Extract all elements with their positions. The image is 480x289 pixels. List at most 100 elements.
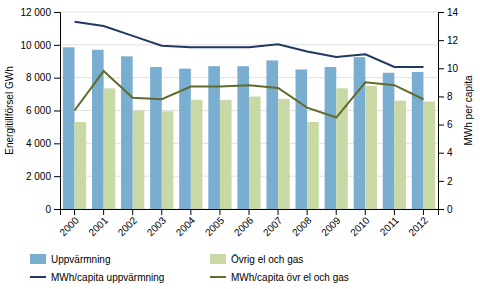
tick-label: 12 bbox=[447, 35, 459, 46]
tick-label: 2004 bbox=[174, 214, 198, 238]
bar bbox=[383, 73, 395, 209]
tick-label: 2005 bbox=[203, 214, 227, 238]
bar bbox=[266, 60, 278, 209]
tick-label: 6 bbox=[447, 119, 453, 130]
legend-label: Uppvärmning bbox=[51, 254, 110, 265]
tick-label: 8 000 bbox=[26, 72, 51, 83]
legend-item: Uppvärmning bbox=[30, 254, 110, 265]
tick: 2000 bbox=[57, 209, 81, 238]
tick-label: 12 000 bbox=[20, 7, 51, 18]
tick-mark bbox=[438, 181, 444, 182]
bar bbox=[354, 57, 366, 209]
axis-domain bbox=[54, 13, 61, 210]
tick-mark bbox=[132, 209, 133, 215]
line bbox=[75, 71, 424, 117]
bar bbox=[104, 88, 116, 209]
tick: 2003 bbox=[145, 209, 169, 238]
chart: 2000200120022003200420052006200720082009… bbox=[0, 0, 480, 289]
legend-swatch bbox=[210, 254, 226, 264]
tick-label: 4 000 bbox=[26, 138, 51, 149]
legend: Uppvärmning Övrig el och gas MWh/capita up… bbox=[30, 254, 349, 283]
tick-label: 14 bbox=[447, 7, 459, 18]
legend-swatch bbox=[210, 276, 226, 278]
tick-label: 10 000 bbox=[20, 40, 51, 51]
tick: 2 000 bbox=[26, 171, 60, 182]
tick-label: 2000 bbox=[57, 214, 81, 238]
tick: 2011 bbox=[378, 209, 401, 238]
tick-mark bbox=[394, 209, 395, 215]
tick-label: 2003 bbox=[145, 214, 169, 238]
tick: 10 000 bbox=[20, 40, 60, 51]
bar bbox=[63, 47, 75, 209]
axis-domain bbox=[439, 13, 445, 210]
tick-mark bbox=[54, 209, 60, 210]
bar bbox=[412, 72, 424, 209]
bar bbox=[278, 99, 290, 209]
plot: 2000200120022003200420052006200720082009… bbox=[20, 7, 458, 238]
tick: 2001 bbox=[86, 209, 110, 238]
bar bbox=[220, 100, 232, 209]
line bbox=[75, 22, 424, 67]
tick-label: 2002 bbox=[116, 214, 140, 238]
y2-axis: 02468101214 bbox=[438, 7, 459, 215]
tick: 0 bbox=[438, 204, 453, 215]
bar bbox=[133, 111, 145, 210]
tick: 14 bbox=[438, 7, 459, 18]
grid-line bbox=[60, 44, 438, 45]
legend-label: MWh/capita övr el och gas bbox=[231, 272, 349, 283]
tick-label: 4 bbox=[447, 147, 453, 158]
bar bbox=[365, 86, 377, 209]
legend-label: MWh/capita uppvärmning bbox=[51, 272, 164, 283]
tick-mark bbox=[54, 45, 60, 46]
tick-mark bbox=[307, 209, 308, 215]
legend-item: MWh/capita övr el och gas bbox=[210, 272, 349, 283]
tick-label: 2010 bbox=[348, 214, 372, 238]
tick-mark bbox=[249, 209, 250, 215]
tick: 8 000 bbox=[26, 72, 60, 83]
tick-mark bbox=[219, 209, 220, 215]
tick-mark bbox=[438, 12, 444, 13]
tick: 4 000 bbox=[26, 138, 60, 149]
tick: 2012 bbox=[406, 209, 430, 238]
x-axis: 2000200120022003200420052006200720082009… bbox=[57, 209, 438, 238]
tick: 12 bbox=[438, 35, 459, 46]
tick-label: 2007 bbox=[261, 214, 285, 238]
tick-label: 2006 bbox=[232, 214, 256, 238]
bar bbox=[162, 111, 174, 209]
legend-label: Övrig el och gas bbox=[231, 254, 303, 265]
bar bbox=[325, 67, 337, 209]
grid bbox=[60, 12, 438, 209]
bar bbox=[208, 66, 220, 209]
tick: 2009 bbox=[319, 209, 343, 238]
tick: 6 bbox=[438, 119, 453, 130]
tick-label: 2 bbox=[447, 176, 453, 187]
tick-mark bbox=[438, 209, 444, 210]
marks bbox=[63, 22, 435, 209]
tick: 2008 bbox=[290, 209, 314, 238]
tick-label: 2012 bbox=[406, 214, 430, 238]
tick-label: 0 bbox=[45, 204, 51, 215]
tick-mark bbox=[190, 209, 191, 215]
tick-mark bbox=[54, 78, 60, 79]
tick-mark bbox=[54, 176, 60, 177]
tick-mark bbox=[365, 209, 366, 215]
tick: 2010 bbox=[348, 209, 372, 238]
tick-mark bbox=[438, 96, 444, 97]
tick: 12 000 bbox=[20, 7, 60, 18]
tick: 0 bbox=[45, 204, 60, 215]
tick-mark bbox=[278, 209, 279, 215]
tick: 2005 bbox=[203, 209, 227, 238]
tick-label: 2008 bbox=[290, 214, 314, 238]
tick-label: 2001 bbox=[86, 214, 110, 238]
grid-line bbox=[60, 12, 438, 13]
tick-mark bbox=[438, 125, 444, 126]
legend-item: Övrig el och gas bbox=[210, 254, 303, 265]
bar bbox=[237, 66, 249, 209]
bar bbox=[249, 97, 261, 209]
tick-mark bbox=[423, 209, 424, 215]
bar bbox=[394, 101, 406, 209]
tick: 6 000 bbox=[26, 105, 60, 116]
tick: 10 bbox=[438, 63, 459, 74]
bar bbox=[121, 56, 133, 209]
bar-series bbox=[75, 86, 436, 209]
